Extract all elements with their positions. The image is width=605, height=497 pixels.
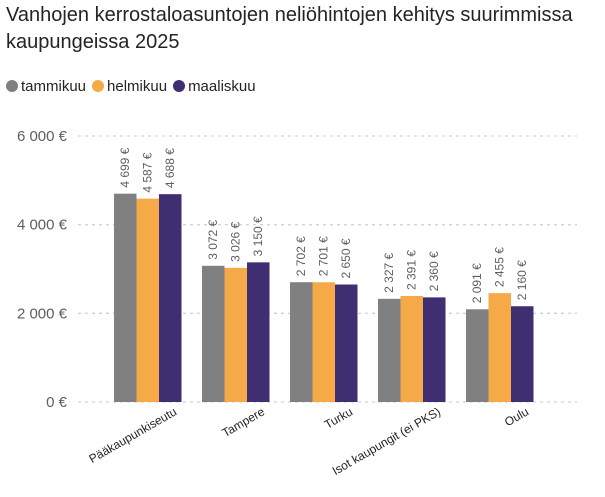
legend-item-helmikuu[interactable]: helmikuu (92, 78, 167, 95)
data-label: 2 327 € (382, 252, 396, 292)
legend: tammikuu helmikuu maaliskuu (6, 76, 262, 96)
bar (400, 295, 423, 402)
legend-item-tammikuu[interactable]: tammikuu (6, 78, 86, 95)
legend-marker-maaliskuu (173, 80, 186, 92)
bar (114, 193, 137, 402)
bar (378, 298, 401, 402)
x-tick-label: Turku (322, 404, 355, 431)
data-label: 2 091 € (470, 263, 484, 303)
bar (202, 265, 225, 402)
data-label: 2 650 € (339, 238, 353, 278)
data-label: 4 587 € (141, 152, 155, 192)
data-label: 2 391 € (405, 250, 419, 290)
data-label: 2 701 € (317, 236, 331, 276)
y-tick-label: 4 000 € (17, 217, 68, 234)
x-tick-label: Pääkaupunkiseutu (86, 404, 179, 465)
chart-title: Vanhojen kerrostaloasuntojen neliöhintoj… (6, 4, 573, 53)
legend-label-maaliskuu: maaliskuu (188, 77, 256, 95)
data-label: 2 702 € (294, 236, 308, 276)
y-tick-label: 6 000 € (17, 128, 68, 145)
bar (290, 282, 313, 402)
bar (224, 267, 247, 402)
bar (312, 282, 335, 402)
bar (247, 262, 270, 402)
legend-marker-tammikuu (6, 80, 18, 92)
data-label: 2 455 € (493, 247, 507, 287)
bar (335, 284, 358, 402)
bar (466, 309, 489, 402)
x-tick-label: Tampere (220, 404, 268, 440)
bar (423, 297, 446, 402)
legend-label-helmikuu: helmikuu (107, 77, 168, 95)
bar (136, 198, 159, 402)
data-label: 4 699 € (118, 147, 132, 187)
data-label: 3 072 € (206, 219, 220, 259)
data-label: 2 360 € (427, 251, 441, 291)
data-label: 4 688 € (163, 148, 177, 188)
x-tick-label: Oulu (502, 404, 531, 429)
data-label: 3 150 € (251, 216, 265, 256)
bar (159, 194, 182, 402)
bar (488, 293, 511, 402)
legend-label-tammikuu: tammikuu (21, 77, 87, 95)
bar (511, 306, 534, 402)
y-tick-label: 2 000 € (17, 305, 68, 322)
legend-marker-helmikuu (92, 80, 105, 92)
legend-item-maaliskuu[interactable]: maaliskuu (173, 78, 256, 95)
y-tick-label: 0 € (46, 394, 68, 411)
data-label: 2 160 € (515, 260, 529, 300)
data-label: 3 026 € (229, 221, 243, 261)
